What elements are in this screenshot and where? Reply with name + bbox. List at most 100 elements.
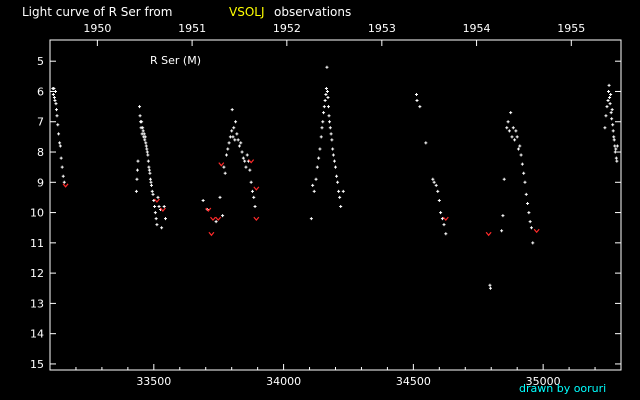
observation-point: [336, 180, 340, 184]
observation-point: [146, 159, 150, 163]
y-tick-label-13: 13: [30, 297, 44, 310]
observation-point: [331, 147, 335, 151]
fainter-than-point: [442, 216, 449, 222]
observation-point: [614, 147, 618, 151]
observation-point: [317, 156, 321, 160]
observation-point: [518, 144, 522, 148]
fainter-than-point: [153, 198, 160, 203]
observation-point: [607, 89, 611, 93]
observation-point: [610, 108, 614, 112]
top-tick-label-1951: 1951: [178, 22, 206, 35]
observation-point: [147, 165, 151, 169]
observation-point: [54, 102, 58, 106]
observation-point: [531, 241, 535, 245]
fainter-than-point: [62, 183, 69, 188]
observation-point: [248, 168, 252, 172]
observation-point: [514, 129, 518, 133]
observation-point: [235, 132, 239, 136]
observation-point: [501, 214, 505, 218]
observation-point: [609, 111, 613, 115]
fainter-than-point: [208, 231, 215, 237]
observation-point: [51, 92, 55, 96]
observation-point: [244, 165, 248, 169]
observation-point: [524, 192, 528, 196]
top-tick-label-1952: 1952: [273, 22, 301, 35]
observation-point: [335, 174, 339, 178]
observation-point: [328, 120, 332, 124]
observation-point: [59, 156, 63, 160]
observation-point: [614, 156, 618, 160]
observation-point: [58, 141, 62, 145]
observation-point: [332, 159, 336, 163]
observation-point: [135, 168, 139, 172]
observation-point: [606, 99, 610, 103]
y-tick-label-14: 14: [30, 328, 44, 341]
observation-point: [418, 105, 422, 109]
x-tick-label-34000: 34000: [266, 375, 301, 388]
observation-point: [327, 114, 331, 118]
observation-point: [230, 129, 234, 133]
observation-point: [513, 138, 517, 142]
observation-point: [309, 217, 313, 221]
observation-point: [138, 105, 142, 109]
observation-point: [529, 226, 533, 230]
observation-point: [160, 226, 164, 230]
observation-point: [608, 96, 612, 100]
observation-point: [322, 111, 326, 115]
x-tick-label-34500: 34500: [396, 375, 431, 388]
fainter-than-point: [253, 186, 260, 191]
top-tick-label-1955: 1955: [557, 22, 585, 35]
fainter-than-points: [62, 159, 540, 237]
observation-point: [608, 102, 612, 106]
y-tick-label-9: 9: [37, 176, 44, 189]
observation-point: [224, 153, 228, 157]
observation-point: [324, 92, 328, 96]
observation-point: [528, 220, 532, 224]
observation-point: [437, 198, 441, 202]
fainter-than-point: [533, 228, 540, 234]
observation-point: [328, 126, 332, 130]
observation-point: [509, 111, 513, 115]
observation-point: [148, 171, 152, 175]
observation-point: [243, 159, 247, 163]
y-tick-label-15: 15: [30, 358, 44, 371]
observation-point: [142, 132, 146, 136]
observation-point: [515, 135, 519, 139]
observation-point: [516, 147, 520, 151]
observation-point: [152, 198, 156, 202]
fainter-than-point: [210, 216, 216, 222]
observation-point: [228, 135, 232, 139]
fainter-than-point: [485, 231, 492, 237]
observation-point: [523, 180, 527, 184]
observation-point: [148, 177, 152, 181]
y-tick-label-10: 10: [30, 207, 44, 220]
top-year-axis: 1950 1951 1952 1953 1954 1955: [83, 22, 585, 46]
observation-point: [615, 159, 619, 163]
observation-point: [519, 153, 523, 157]
observation-point: [440, 217, 444, 221]
observation-point: [230, 108, 234, 112]
observation-point: [500, 229, 504, 233]
observation-point: [53, 89, 57, 93]
observation-point: [154, 217, 158, 221]
fainter-than-point: [205, 207, 212, 212]
observation-point: [144, 141, 148, 145]
observation-point: [157, 205, 161, 209]
chart-title-prefix: Light curve of R Ser from: [22, 5, 172, 19]
observation-point: [232, 126, 236, 130]
fainter-than-point: [253, 216, 260, 222]
observation-point: [153, 211, 157, 215]
observation-point: [62, 180, 66, 184]
observation-point: [326, 105, 330, 109]
observation-point: [56, 123, 60, 127]
x-tick-label-33500: 33500: [136, 375, 171, 388]
observation-point: [318, 147, 322, 151]
star-label: R Ser (M): [150, 54, 201, 67]
x-tick-label-35000: 35000: [526, 375, 561, 388]
observation-point: [337, 189, 341, 193]
observation-point: [319, 135, 323, 139]
observation-point: [218, 195, 222, 199]
credit-text: drawn by ooruri: [519, 382, 606, 395]
observation-point: [233, 138, 237, 142]
